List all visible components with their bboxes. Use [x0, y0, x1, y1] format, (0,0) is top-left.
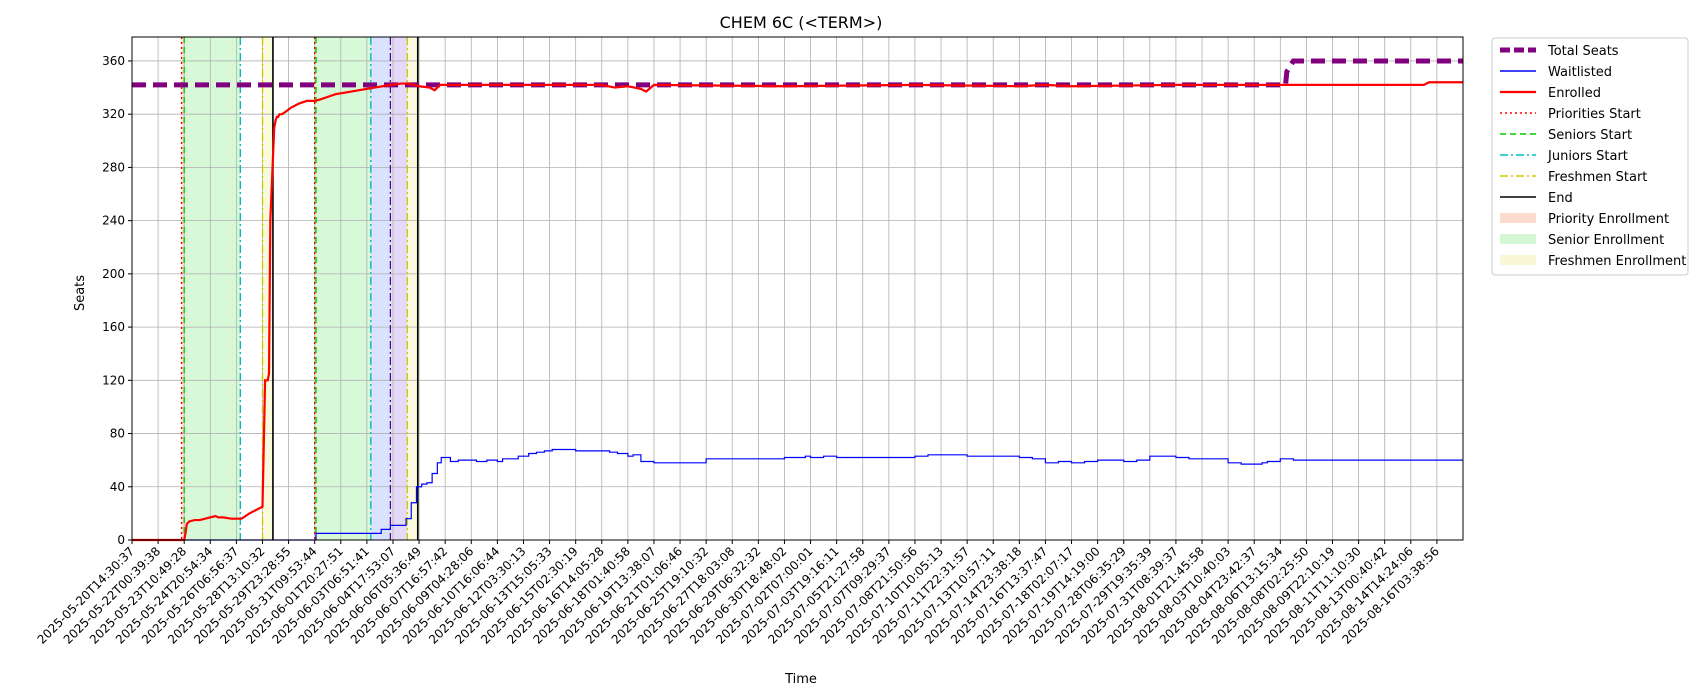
legend-label: Waitlisted: [1548, 65, 1612, 80]
legend-label: Juniors Start: [1547, 149, 1628, 164]
plot-area: 040801201602002402803203602025-05-20T14:…: [35, 36, 1464, 647]
y-tick-label: 80: [110, 427, 125, 441]
legend-swatch: [1500, 213, 1536, 223]
y-tick-label: 120: [102, 373, 125, 387]
shaded-band: [370, 37, 391, 540]
y-tick-label: 200: [102, 267, 125, 281]
y-tick-label: 280: [102, 160, 125, 174]
shaded-band: [407, 37, 418, 540]
legend-label: Freshmen Enrollment: [1548, 254, 1686, 269]
legend-swatch: [1500, 255, 1536, 265]
y-tick-label: 0: [117, 533, 125, 547]
y-tick-label: 240: [102, 214, 125, 228]
y-axis-label: Seats: [73, 275, 88, 311]
y-tick-label: 320: [102, 107, 125, 121]
legend-label: Freshmen Start: [1548, 170, 1647, 185]
enrolled-series-line: [132, 81, 1463, 542]
shaded-band: [262, 37, 273, 540]
chart-title: CHEM 6C (<TERM>): [720, 13, 883, 32]
y-tick-label: 40: [110, 480, 125, 494]
shaded-band: [315, 37, 371, 540]
y-tick-label: 360: [102, 54, 125, 68]
legend-swatch: [1500, 234, 1536, 244]
legend: Total Seats Waitlisted Enrolled Priorities …: [1491, 37, 1689, 276]
plot-frame: [131, 36, 1464, 541]
shaded-band: [390, 37, 408, 540]
legend-label: Enrolled: [1548, 86, 1601, 101]
legend-label: End: [1548, 191, 1573, 206]
legend-label: Total Seats: [1547, 44, 1619, 59]
legend-label: Seniors Start: [1548, 128, 1632, 143]
legend-box: [1491, 37, 1689, 276]
shaded-band: [184, 37, 241, 540]
waitlisted-series-line: [132, 448, 1463, 541]
legend-label: Priority Enrollment: [1548, 212, 1669, 227]
y-tick-label: 160: [102, 320, 125, 334]
legend-label: Senior Enrollment: [1548, 233, 1664, 248]
x-axis-label: Time: [784, 672, 817, 687]
shaded-band: [181, 37, 185, 540]
legend-label: Priorities Start: [1548, 107, 1641, 122]
